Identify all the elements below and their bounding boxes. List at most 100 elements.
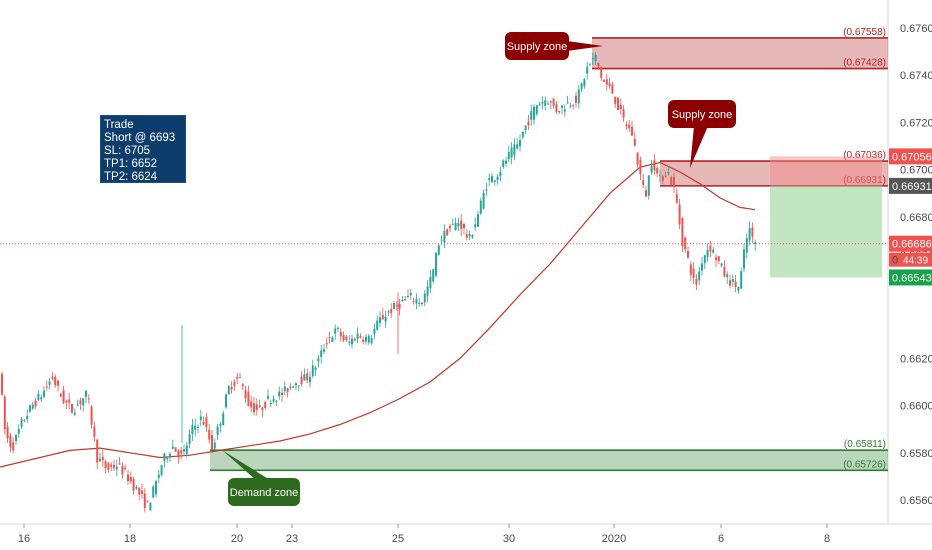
candle-body bbox=[521, 131, 524, 138]
candle-body bbox=[479, 200, 482, 214]
x-tick-label: 2020 bbox=[602, 533, 626, 545]
candle-body bbox=[673, 176, 675, 188]
candle-body bbox=[600, 67, 603, 78]
trade-take-profit-2: TP2: 6624 bbox=[104, 171, 158, 183]
candle-body bbox=[275, 400, 278, 402]
candle-body bbox=[171, 446, 174, 449]
candle-body bbox=[213, 442, 216, 449]
candle-body bbox=[418, 302, 421, 305]
candle-body bbox=[244, 390, 247, 399]
countdown-prefix: 0 bbox=[892, 255, 898, 267]
candle-body bbox=[555, 104, 558, 112]
candle-body bbox=[726, 274, 729, 278]
zone-band bbox=[592, 37, 888, 69]
candle-body bbox=[199, 416, 202, 421]
candle-body bbox=[689, 264, 692, 275]
zone-top-label: (0.67036) bbox=[843, 150, 886, 161]
candle-body bbox=[743, 249, 745, 269]
candle-body bbox=[538, 104, 541, 106]
candle-body bbox=[118, 463, 121, 465]
candle-body bbox=[99, 458, 101, 462]
candle-body bbox=[1, 373, 3, 395]
candle-body bbox=[429, 276, 432, 289]
y-tick-label: 0.65600 bbox=[900, 495, 932, 507]
candle-body bbox=[20, 419, 23, 427]
candle-body bbox=[87, 398, 90, 400]
candle-body bbox=[407, 296, 409, 298]
x-tick-label: 30 bbox=[503, 533, 515, 545]
candle-body bbox=[219, 424, 222, 426]
candle-body bbox=[734, 281, 737, 287]
candle-body bbox=[698, 271, 701, 281]
candle-body bbox=[701, 263, 703, 271]
x-tick-label: 6 bbox=[718, 533, 724, 545]
candle-body bbox=[155, 481, 157, 495]
candle-body bbox=[451, 223, 454, 225]
candle-body bbox=[687, 251, 689, 258]
candle-body bbox=[552, 98, 555, 106]
current-price-badge bbox=[889, 235, 932, 252]
candle-body bbox=[580, 83, 583, 90]
candle-body bbox=[589, 63, 591, 65]
zone-top-label: (0.65811) bbox=[844, 439, 886, 450]
candle-body bbox=[253, 403, 255, 413]
candle-body bbox=[183, 449, 185, 452]
candle-body bbox=[608, 83, 611, 87]
candle-body bbox=[26, 416, 29, 420]
candle-body bbox=[393, 303, 395, 309]
candle-body bbox=[323, 349, 325, 352]
candle-body bbox=[591, 58, 594, 60]
candle-body bbox=[717, 256, 720, 262]
candle-body bbox=[443, 230, 446, 243]
candle-body bbox=[549, 101, 552, 103]
candle-body bbox=[751, 227, 754, 237]
candle-body bbox=[631, 126, 633, 136]
candle-body bbox=[723, 266, 726, 277]
candle-body bbox=[264, 401, 267, 408]
candle-body bbox=[681, 218, 684, 246]
candle-body bbox=[653, 160, 656, 171]
candle-body bbox=[398, 303, 401, 309]
current-price-label: 0.66686 bbox=[892, 239, 932, 251]
candle-body bbox=[152, 486, 155, 498]
candle-body bbox=[188, 434, 191, 444]
candle-body bbox=[12, 442, 15, 451]
zone-bottom-label: (0.67428) bbox=[843, 58, 886, 69]
candle-body bbox=[365, 336, 367, 342]
candle-body bbox=[535, 105, 538, 114]
candle-body bbox=[208, 429, 211, 440]
candle-body bbox=[132, 478, 135, 491]
candle-body bbox=[692, 268, 695, 278]
candle-body bbox=[454, 222, 457, 231]
candle-body bbox=[381, 314, 384, 320]
candle-body bbox=[29, 405, 31, 412]
candle-body bbox=[575, 95, 577, 104]
candle-body bbox=[647, 175, 650, 196]
candle-body bbox=[395, 305, 398, 307]
candle-body bbox=[465, 234, 468, 238]
candle-body bbox=[141, 490, 143, 495]
candle-body bbox=[533, 106, 535, 120]
candle-body bbox=[482, 192, 485, 209]
candle-body bbox=[477, 214, 479, 227]
trade-entry: Short @ 6693 bbox=[104, 132, 176, 144]
demand-zone-callout: Demand zone bbox=[222, 450, 300, 506]
zone-bottom-label: (0.65726) bbox=[843, 459, 886, 470]
candle-body bbox=[583, 79, 586, 86]
candle-body bbox=[353, 338, 356, 341]
x-tick-label: 25 bbox=[392, 533, 404, 545]
candle-body bbox=[656, 167, 659, 174]
candle-body bbox=[415, 298, 418, 304]
candle-body bbox=[289, 387, 292, 389]
target-level-label: 0.66543 bbox=[892, 272, 932, 284]
candle-body bbox=[17, 428, 20, 434]
candle-body bbox=[96, 439, 99, 463]
candle-body bbox=[48, 381, 51, 385]
candle-body bbox=[471, 235, 474, 238]
